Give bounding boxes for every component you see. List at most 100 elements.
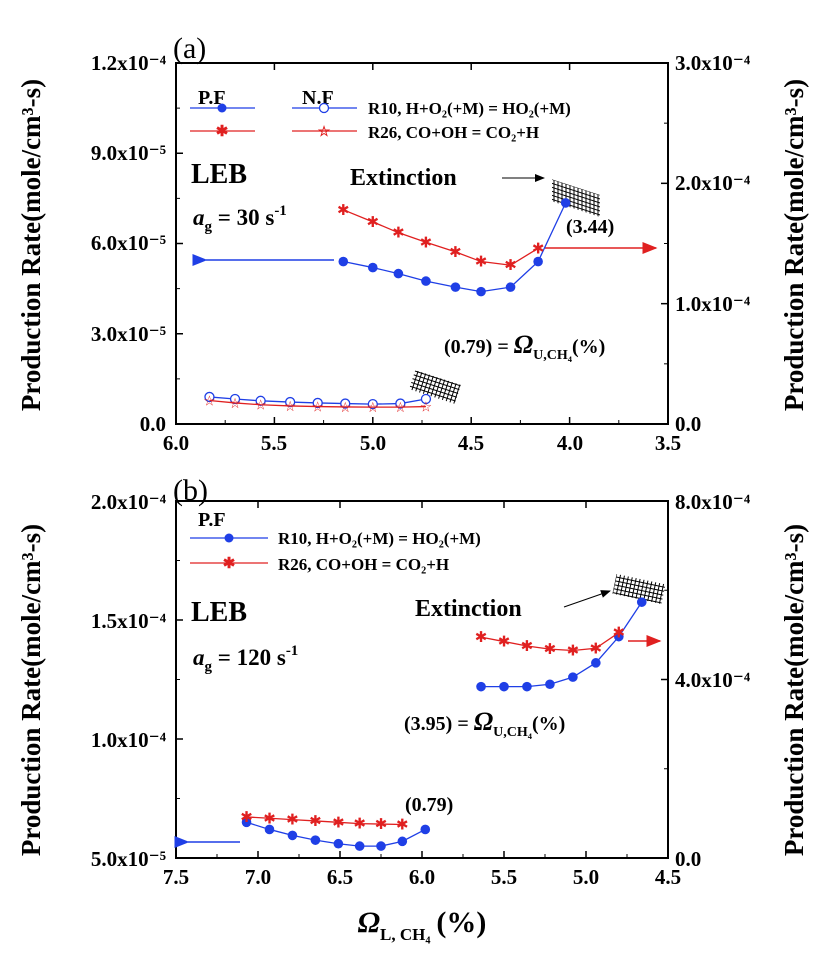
a-series-0-point-4 <box>450 282 461 292</box>
b-series-0-point-6 <box>376 841 386 851</box>
b-series-2-point-2 <box>522 681 532 692</box>
b-extinction-arrow <box>563 590 611 608</box>
a-series-3-point-2: ☆ <box>254 399 267 414</box>
b-x-tick-2: 6.5 <box>327 865 353 889</box>
a-legend-header-pf: P.F <box>198 87 226 109</box>
b-lower-value: (0.79) <box>405 794 453 816</box>
a-series-1-point-4: ✱ <box>449 245 462 261</box>
b-right-tick-2: 8.0x10⁻⁴ <box>675 490 751 514</box>
panel-a-left-tick-labels: 0.0 3.0x10⁻⁵ 6.0x10⁻⁵ 9.0x10⁻⁵ 1.2x10⁻⁴ <box>91 51 167 436</box>
a-series-0-point-0 <box>338 256 349 267</box>
b-series-3-point-3: ✱ <box>544 642 557 658</box>
b-left-tick-1: 1.0x10⁻⁴ <box>91 728 167 752</box>
panel-b: (b) 5.0x10⁻⁵ 1.0x10⁻⁴ 1.5x10⁻⁴ 2.0x10⁻⁴ … <box>16 474 809 944</box>
b-x-tick-5: 5.0 <box>573 865 599 889</box>
a-series-1-point-1: ✱ <box>367 215 380 231</box>
b-series-1-point-7: ✱ <box>396 818 409 834</box>
a-x-tick-0: 6.0 <box>163 431 189 455</box>
a-left-tick-3: 9.0x10⁻⁵ <box>91 141 166 165</box>
b-legend-r26-label: R26, CO+OH = CO₂+H <box>278 555 449 574</box>
b-series-0-point-3 <box>310 835 321 845</box>
b-series-0-point-1 <box>264 824 275 835</box>
b-series-1-line <box>246 816 403 826</box>
b-series-3-line <box>480 632 620 652</box>
a-right-axis-title: Production Rate(mole/cm³-s) <box>779 79 809 411</box>
panel-b-legend: P.F ✱ R10, H+O₂(+M) = HO₂(+M) R26, CO+OH… <box>190 509 481 574</box>
a-extinction-label: Extinction <box>350 165 457 191</box>
a-legend-header-nf: N.F <box>302 87 334 109</box>
b-series-2-point-3 <box>545 679 555 690</box>
panel-b-series: ✱ ✱ ✱ ✱ ✱ ✱ ✱ ✱ ✱ ✱ ✱ ✱ ✱ ✱ ✱ <box>240 597 647 851</box>
b-extinction-hatch <box>612 574 666 604</box>
b-series-3-point-5: ✱ <box>590 641 603 657</box>
panel-b-left-tick-labels: 5.0x10⁻⁵ 1.0x10⁻⁴ 1.5x10⁻⁴ 2.0x10⁻⁴ <box>91 490 167 871</box>
b-series-0-point-0 <box>241 817 252 828</box>
a-series-0-point-3 <box>421 276 431 286</box>
a-omega-u-equation: (0.79) = ΩU,CH₄(%) <box>444 330 605 363</box>
panel-a-ticks <box>175 62 669 425</box>
a-series-2-point-7 <box>395 398 406 409</box>
a-series-1-point-7: ✱ <box>532 241 545 257</box>
panel-b-right-tick-labels: 0.0 4.0x10⁻⁴ 8.0x10⁻⁴ <box>675 490 751 871</box>
a-series-1-point-5: ✱ <box>475 255 488 271</box>
b-series-1-point-3: ✱ <box>309 814 322 830</box>
a-x-tick-2: 5.0 <box>360 431 386 455</box>
a-left-tick-1: 3.0x10⁻⁵ <box>91 322 166 346</box>
b-x-tick-6: 4.5 <box>655 865 681 889</box>
b-right-tick-1: 4.0x10⁻⁴ <box>675 668 751 692</box>
a-series-3-point-1: ☆ <box>229 397 242 412</box>
b-series-3-point-6: ✱ <box>613 626 626 642</box>
panel-b-label: (b) <box>173 474 208 507</box>
b-series-0-point-8 <box>420 824 431 835</box>
a-strain-rate: ag = 30 s-1 <box>193 203 287 235</box>
b-leb-label: LEB <box>191 597 247 628</box>
b-extinction-label: Extinction <box>415 596 522 622</box>
a-series-0-point-5 <box>476 286 486 297</box>
a-series-3-point-8: ☆ <box>420 401 433 416</box>
a-right-tick-1: 1.0x10⁻⁴ <box>675 292 751 316</box>
a-legend-r10-pf-marker <box>217 103 227 113</box>
a-right-tick-2: 2.0x10⁻⁴ <box>675 171 751 195</box>
b-series-2-point-5 <box>591 658 601 668</box>
a-extinction-hatch-upper <box>552 179 600 217</box>
panel-a-series: ✱ ✱ ✱ ✱ ✱ ✱ ✱ ✱ ☆ ☆ ☆ ☆ ☆ ☆ ☆ ☆ ☆ <box>203 198 571 416</box>
a-series-2-point-0 <box>204 391 215 403</box>
b-series-3-point-1: ✱ <box>498 635 511 651</box>
b-omega-u-equation: (3.95) = ΩU,CH₄(%) <box>404 707 565 740</box>
b-legend-r10-label: R10, H+O₂(+M) = HO₂(+M) <box>278 529 481 548</box>
a-series-0-point-2 <box>393 268 404 279</box>
a-legend-r10-label: R10, H+O₂(+M) = HO₂(+M) <box>368 99 571 118</box>
panel-a-x-tick-labels: 6.0 5.5 5.0 4.5 4.0 3.5 <box>163 431 681 455</box>
a-series-3-point-0: ☆ <box>203 395 216 410</box>
b-left-tick-3: 2.0x10⁻⁴ <box>91 490 167 514</box>
b-series-3-point-2: ✱ <box>521 639 534 655</box>
b-right-tick-0: 0.0 <box>675 847 701 871</box>
a-series-1-point-3: ✱ <box>420 235 433 251</box>
b-series-1-point-4: ✱ <box>332 815 345 831</box>
a-series-3-line <box>209 399 426 408</box>
panel-a-label: (a) <box>173 32 206 65</box>
a-series-3-point-3: ☆ <box>284 400 297 415</box>
b-left-axis-title: Production Rate(mole/cm³-s) <box>16 524 46 856</box>
a-series-2-point-4 <box>312 397 323 409</box>
b-series-3-point-0: ✱ <box>475 630 488 646</box>
panel-b-x-tick-labels: 7.5 7.0 6.5 6.0 5.5 5.0 4.5 <box>163 865 681 889</box>
b-series-0-point-7 <box>397 836 408 847</box>
a-legend-r26-nf-marker: ☆ <box>318 124 331 140</box>
a-series-1-line <box>343 209 539 266</box>
a-right-tick-0: 0.0 <box>675 412 701 436</box>
a-legend-r26-pf-marker: ✱ <box>216 124 229 140</box>
a-left-tick-2: 6.0x10⁻⁵ <box>91 231 166 255</box>
b-right-axis-title: Production Rate(mole/cm³-s) <box>779 524 809 856</box>
a-x-tick-3: 4.5 <box>458 431 484 455</box>
panel-b-ticks <box>175 500 669 859</box>
a-series-1-point-2: ✱ <box>392 226 405 242</box>
b-series-2-point-0 <box>476 681 486 692</box>
b-series-1-point-0: ✱ <box>240 810 253 826</box>
a-series-0-point-1 <box>368 262 378 273</box>
a-left-axis-title: Production Rate(mole/cm³-s) <box>16 79 46 411</box>
b-series-1-point-1: ✱ <box>263 811 276 827</box>
b-left-tick-0: 5.0x10⁻⁵ <box>91 847 166 871</box>
b-left-tick-2: 1.5x10⁻⁴ <box>91 609 167 633</box>
